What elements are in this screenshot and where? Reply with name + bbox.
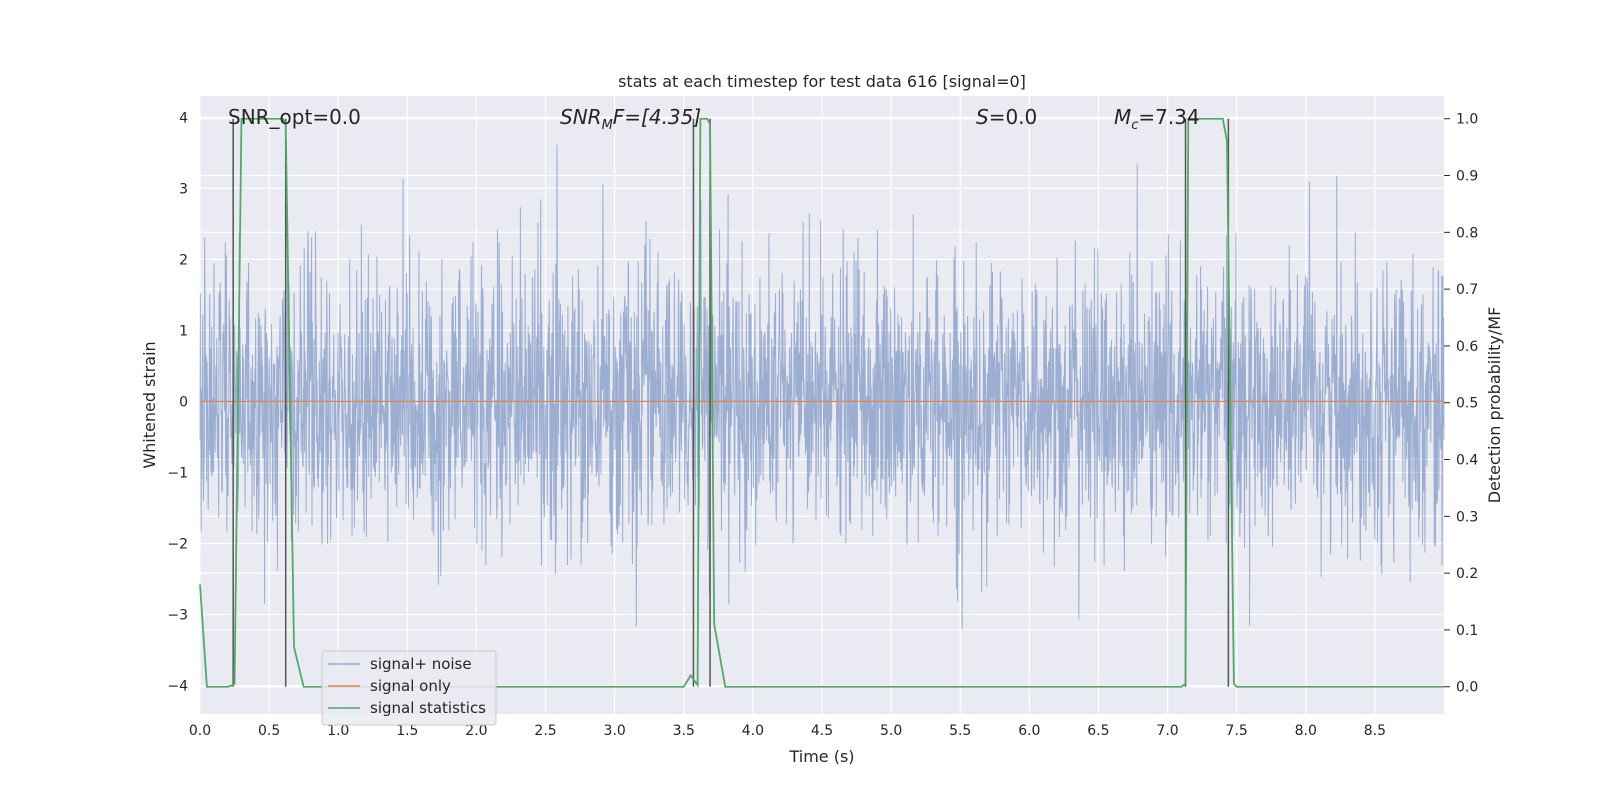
x-axis-ticks: 0.0 0.5 1.0 1.5 2.0 2.5 3.0 3.5 4.0 4.5 5.0 5.5 6.0 6… [189, 723, 1386, 739]
y-right-tick-label: 0.4 [1456, 453, 1478, 469]
x-tick-label: 0.5 [258, 723, 280, 739]
legend-label-signal-statistics: signal statistics [370, 699, 486, 717]
x-tick-label: 3.0 [604, 723, 626, 739]
annotation-snr-opt: SNR_opt=0.0 [228, 105, 361, 129]
x-tick-label: 1.5 [396, 723, 418, 739]
y-right-tick-label: 0.1 [1456, 623, 1478, 639]
y-left-tick-label: 3 [179, 181, 188, 197]
y-left-tick-label: −4 [167, 679, 188, 695]
y-left-tick-label: −2 [167, 537, 188, 553]
x-tick-label: 2.5 [534, 723, 556, 739]
y-right-tick-label: 0.8 [1456, 225, 1478, 241]
x-tick-label: 8.0 [1295, 723, 1317, 739]
y-right-tick-label: 0.6 [1456, 339, 1478, 355]
x-tick-label: 1.0 [327, 723, 349, 739]
annotation-s-rest: =0.0 [989, 105, 1038, 129]
y-right-tick-label: 0.0 [1456, 680, 1478, 696]
annotation-mc-main: M [1114, 105, 1131, 129]
y-left-tick-label: 1 [179, 323, 188, 339]
x-tick-label: 2.0 [465, 723, 487, 739]
x-tick-label: 6.5 [1087, 723, 1109, 739]
x-tick-label: 7.5 [1226, 723, 1248, 739]
x-tick-label: 5.0 [880, 723, 902, 739]
y-right-axis-ticks: 0.0 0.1 0.2 0.3 0.4 0.5 0.6 0.7 0.8 0.9 1.0 [1444, 112, 1478, 696]
x-tick-label: 8.5 [1364, 723, 1386, 739]
stats-layer [199, 117, 1444, 688]
signal-noise-line [199, 144, 1445, 630]
grid-layer [199, 96, 1444, 714]
signal-statistics-line [199, 117, 1444, 688]
x-tick-label: 7.0 [1156, 723, 1178, 739]
x-tick-label: 6.0 [1018, 723, 1040, 739]
x-axis-label: Time (s) [788, 747, 854, 766]
annotation-snr-mf-sub: M [602, 118, 613, 133]
y-right-tick-label: 0.5 [1456, 396, 1478, 412]
x-tick-label: 4.5 [811, 723, 833, 739]
y-right-tick-label: 0.7 [1456, 282, 1478, 298]
y-left-tick-label: 2 [179, 252, 188, 268]
annotation-snr-mf: SNRMF=[4.35] [560, 105, 701, 133]
annotation-mc-rest: =7.34 [1138, 105, 1199, 129]
y-right-axis-label: Detection probability/MF [1485, 307, 1504, 504]
annotation-s-main: S [976, 105, 989, 129]
noise-layer [199, 144, 1445, 630]
legend-box [321, 650, 497, 726]
annotation-mc-sub: c [1131, 118, 1138, 133]
y-right-tick-label: 0.9 [1456, 169, 1478, 185]
legend-label-signal-only: signal only [370, 677, 451, 695]
y-left-axis-label: Whitened strain [140, 341, 159, 468]
x-tick-label: 5.5 [949, 723, 971, 739]
y-left-axis-ticks: −4 −3 −2 −1 0 1 2 3 4 [167, 110, 188, 694]
annotation-snr-mf-main: SNR [560, 105, 602, 129]
legend: signal+ noise signal only signal statist… [321, 650, 497, 726]
y-left-tick-label: 0 [179, 394, 188, 410]
y-left-tick-label: 4 [179, 110, 188, 126]
annotation-mc: Mc=7.34 [1114, 105, 1200, 133]
x-tick-label: 0.0 [189, 723, 211, 739]
y-right-tick-label: 0.3 [1456, 509, 1478, 525]
y-left-tick-label: −1 [167, 465, 188, 481]
chart-title: stats at each timestep for test data 616… [618, 72, 1026, 91]
y-right-tick-label: 0.2 [1456, 566, 1478, 582]
y-left-tick-label: −3 [167, 608, 188, 624]
x-tick-label: 3.5 [673, 723, 695, 739]
legend-label-signal-noise: signal+ noise [370, 655, 472, 673]
x-tick-label: 4.0 [742, 723, 764, 739]
annotation-s: S=0.0 [976, 105, 1037, 129]
annotation-snr-mf-rest: F=[4.35] [613, 105, 701, 129]
y-right-tick-label: 1.0 [1456, 112, 1478, 128]
